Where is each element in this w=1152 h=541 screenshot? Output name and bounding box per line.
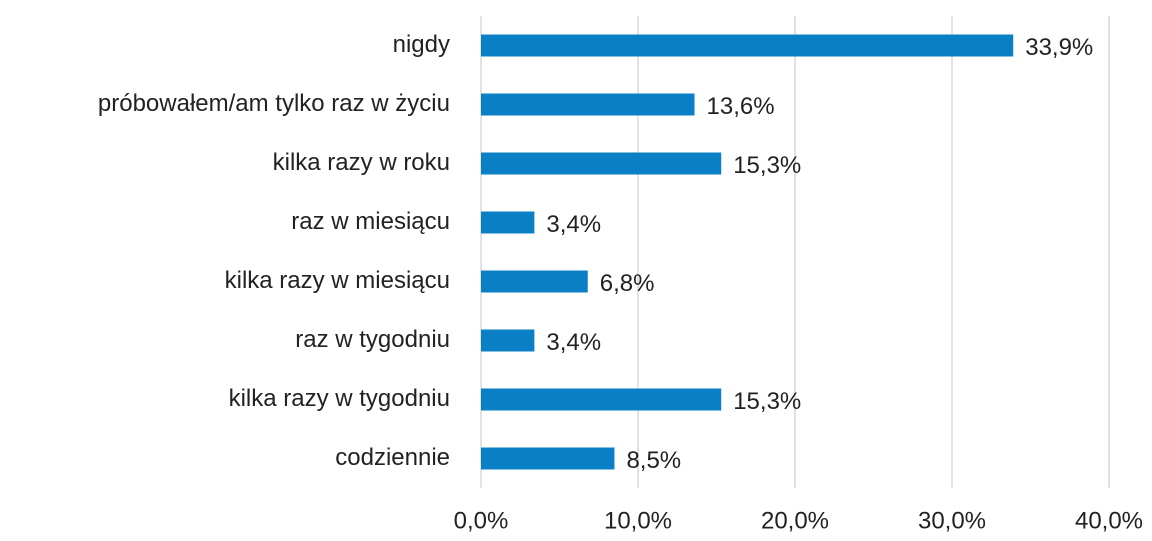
y-tick-label: kilka razy w tygodniu (229, 385, 450, 412)
bar (481, 34, 1014, 57)
y-tick-label: nigdy (393, 31, 450, 58)
x-tick-label: 30,0% (918, 507, 986, 534)
x-tick-label: 40,0% (1075, 507, 1143, 534)
data-label: 6,8% (600, 270, 655, 297)
y-tick-label: kilka razy w roku (273, 149, 450, 176)
data-label: 15,3% (733, 152, 801, 179)
y-tick-label: codziennie (335, 444, 450, 471)
bar (481, 93, 695, 116)
y-tick-label: raz w tygodniu (295, 326, 450, 353)
bar (481, 447, 615, 470)
data-label: 3,4% (546, 211, 601, 238)
data-label: 13,6% (707, 93, 775, 120)
bar (481, 211, 535, 234)
x-tick-label: 0,0% (454, 507, 509, 534)
y-tick-label: kilka razy w miesiącu (225, 267, 450, 294)
bar (481, 152, 722, 175)
data-label: 33,9% (1025, 34, 1093, 61)
x-tick-label: 10,0% (604, 507, 672, 534)
y-tick-label: próbowałem/am tylko raz w życiu (98, 90, 450, 117)
bar (481, 270, 588, 293)
x-tick-label: 20,0% (761, 507, 829, 534)
y-tick-label: raz w miesiącu (291, 208, 450, 235)
bar (481, 329, 535, 352)
data-label: 8,5% (626, 447, 681, 474)
bar (481, 388, 722, 411)
data-label: 3,4% (546, 329, 601, 356)
data-label: 15,3% (733, 388, 801, 415)
